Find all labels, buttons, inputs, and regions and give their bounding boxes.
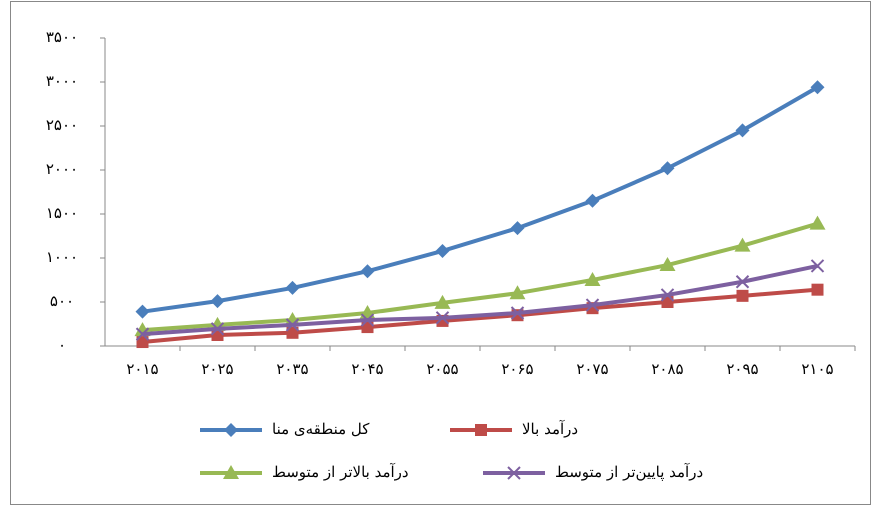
marker: [810, 80, 825, 95]
x-tick-label: ۲۰۲۵: [201, 360, 233, 378]
marker: [475, 424, 487, 436]
marker: [660, 161, 675, 176]
y-tick-label: ۰: [58, 336, 66, 354]
marker: [811, 283, 824, 296]
marker: [584, 272, 601, 286]
x-tick-label: ۲۰۳۵: [276, 360, 308, 378]
marker: [285, 318, 300, 332]
y-tick-label: ۵۰۰: [50, 292, 74, 310]
series-line: [142, 263, 818, 337]
marker: [435, 243, 450, 258]
marker: [360, 313, 375, 327]
marker: [659, 257, 676, 272]
marker: [734, 237, 751, 252]
y-tick-label: ۳۰۰۰: [46, 72, 78, 90]
marker: [285, 280, 300, 295]
marker: [284, 312, 301, 327]
y-tick-label: ۲۵۰۰: [46, 116, 78, 134]
x-tick-label: ۲۰۷۵: [576, 360, 608, 378]
marker: [585, 298, 600, 312]
x-tick-label: ۲۰۸۵: [651, 360, 683, 378]
marker: [135, 327, 150, 341]
marker: [135, 304, 150, 319]
marker: [510, 221, 525, 236]
legend-label: درآمد بالاتر از متوسط: [272, 463, 409, 481]
marker: [224, 423, 238, 437]
legend-label: کل منطقه‌ی منا: [272, 420, 370, 438]
legend-label: درآمد پایین‌تر از متوسط: [555, 463, 703, 481]
marker: [435, 311, 450, 325]
marker: [507, 466, 521, 480]
x-tick-label: ۲۰۱۵: [126, 360, 158, 378]
y-tick-label: ۱۵۰۰: [46, 204, 78, 222]
marker: [585, 193, 600, 208]
marker: [510, 306, 525, 320]
marker: [223, 465, 239, 479]
marker: [210, 322, 225, 336]
marker: [434, 294, 451, 309]
y-tick-label: ۲۰۰۰: [46, 160, 78, 178]
marker: [136, 336, 149, 349]
x-tick-label: ۲۰۵۵: [426, 360, 458, 378]
marker: [509, 285, 526, 300]
marker: [660, 288, 675, 302]
x-tick-label: ۲۰۶۵: [501, 360, 533, 378]
series-line: [142, 221, 819, 333]
marker: [736, 289, 749, 302]
marker: [810, 259, 825, 273]
x-tick-label: ۲۱۰۵: [801, 360, 833, 378]
marker: [210, 294, 225, 309]
x-tick-label: ۲۰۹۵: [726, 360, 758, 378]
marker: [286, 326, 299, 339]
series-line: [142, 287, 818, 345]
legend-label: درآمد بالا: [522, 420, 578, 438]
marker: [735, 123, 750, 138]
y-tick-label: ۱۰۰۰: [46, 248, 78, 266]
series-line: [142, 85, 819, 314]
y-tick-label: ۳۵۰۰: [46, 28, 78, 46]
marker: [735, 275, 750, 289]
marker: [809, 215, 826, 230]
marker: [360, 264, 375, 279]
x-tick-label: ۲۰۴۵: [351, 360, 383, 378]
